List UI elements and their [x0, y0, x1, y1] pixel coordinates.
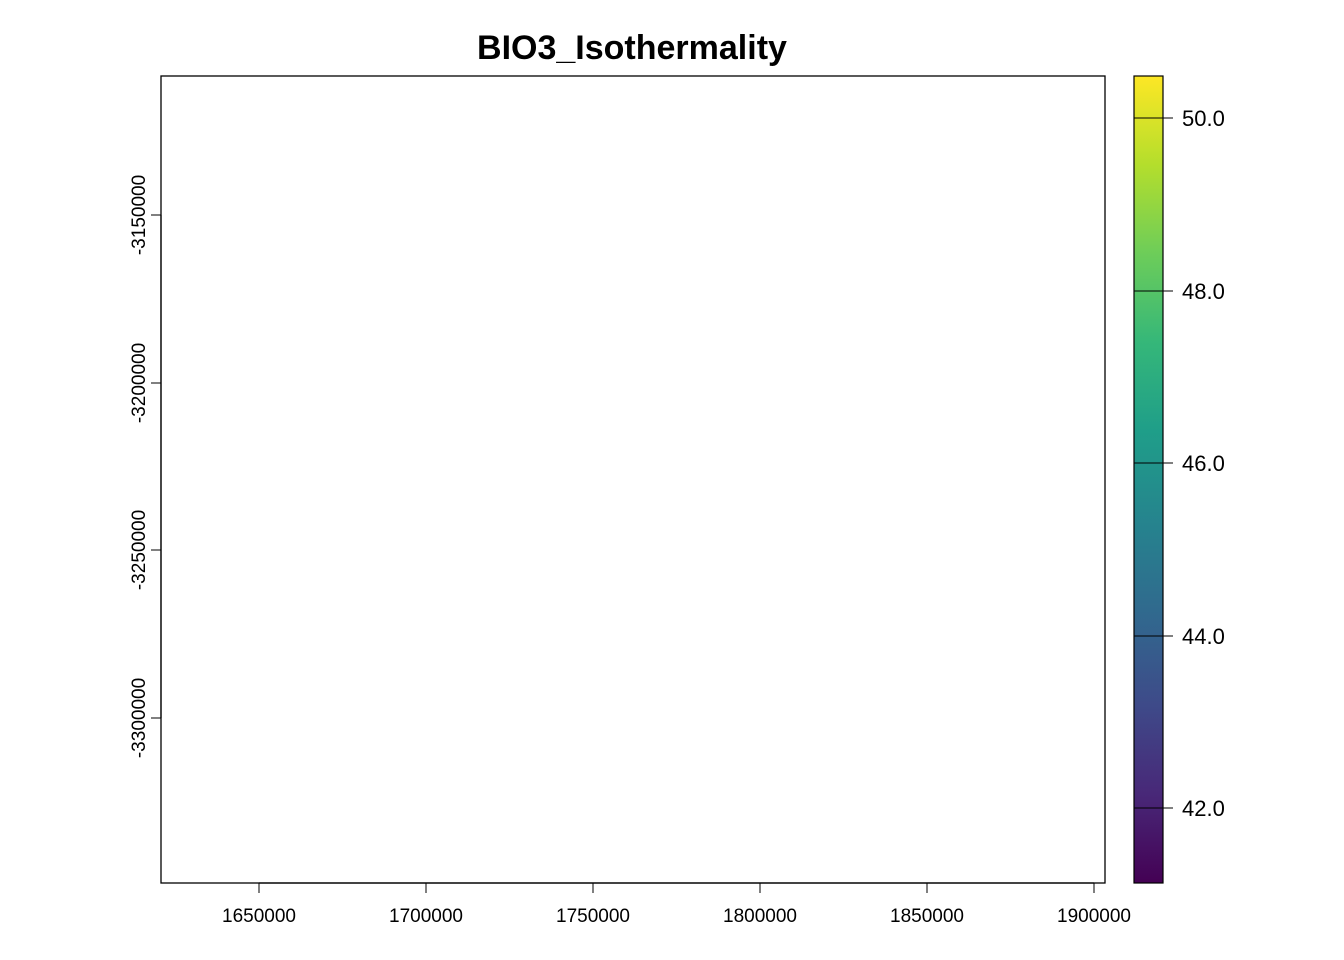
chart-title: BIO3_Isothermality — [477, 29, 787, 67]
x-tick-label: 1700000 — [389, 906, 463, 927]
colorbar-tick-label: 44.0 — [1182, 624, 1225, 649]
plot-frame — [160, 75, 1106, 884]
x-axis: 1650000 1700000 1750000 1800000 1850000 … — [222, 882, 1131, 927]
x-tick-label: 1750000 — [556, 906, 630, 927]
colorbar-tick-label: 48.0 — [1182, 279, 1225, 304]
colorbar-tick-label: 42.0 — [1182, 796, 1225, 821]
x-tick-label: 1800000 — [723, 906, 797, 927]
colorbar-tick-label: 46.0 — [1182, 451, 1225, 476]
y-tick-label: -3300000 — [129, 678, 150, 758]
y-tick-label: -3150000 — [129, 175, 150, 255]
x-tick-label: 1850000 — [890, 906, 964, 927]
x-tick-label: 1650000 — [222, 906, 296, 927]
x-tick-label: 1900000 — [1057, 906, 1131, 927]
y-tick-label: -3250000 — [129, 510, 150, 590]
colorbar-tick-label: 50.0 — [1182, 106, 1225, 131]
y-tick-label: -3200000 — [129, 343, 150, 423]
colorbar: 42.0 44.0 46.0 48.0 50.0 — [1133, 75, 1225, 884]
colorbar-gradient — [1133, 75, 1164, 884]
y-axis: -3150000 -3200000 -3250000 -3300000 — [129, 175, 162, 758]
